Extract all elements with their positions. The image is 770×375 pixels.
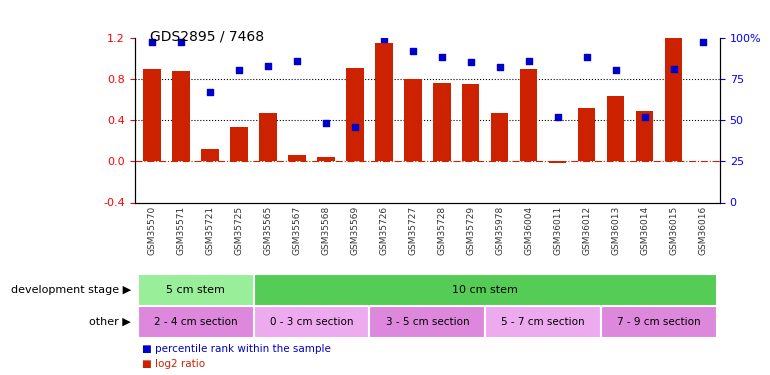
Point xyxy=(464,59,477,65)
Text: GSM35725: GSM35725 xyxy=(235,206,243,255)
Text: GSM35567: GSM35567 xyxy=(293,206,302,255)
Text: development stage ▶: development stage ▶ xyxy=(11,285,131,295)
Point xyxy=(291,58,303,64)
Point xyxy=(175,39,187,45)
Bar xyxy=(434,83,450,161)
Point xyxy=(638,114,651,120)
Text: GSM36014: GSM36014 xyxy=(640,206,649,255)
Text: GSM35727: GSM35727 xyxy=(408,206,417,255)
Bar xyxy=(370,306,485,338)
Text: GSM35726: GSM35726 xyxy=(380,206,388,255)
Text: GSM35729: GSM35729 xyxy=(467,206,475,255)
Point xyxy=(204,89,216,95)
Text: 3 - 5 cm section: 3 - 5 cm section xyxy=(386,316,469,327)
Bar xyxy=(230,127,248,161)
Text: GSM36013: GSM36013 xyxy=(611,206,620,255)
Bar xyxy=(462,84,480,161)
Bar xyxy=(491,113,508,161)
Bar xyxy=(202,149,219,161)
Text: GSM35568: GSM35568 xyxy=(321,206,330,255)
Text: GSM35721: GSM35721 xyxy=(206,206,215,255)
Text: 2 - 4 cm section: 2 - 4 cm section xyxy=(154,316,237,327)
Text: ■ log2 ratio: ■ log2 ratio xyxy=(142,359,206,369)
Bar xyxy=(607,96,624,161)
Bar xyxy=(172,70,189,161)
Bar xyxy=(143,69,161,161)
Text: ■ percentile rank within the sample: ■ percentile rank within the sample xyxy=(142,344,331,354)
Text: GSM36016: GSM36016 xyxy=(698,206,707,255)
Text: 5 - 7 cm section: 5 - 7 cm section xyxy=(501,316,585,327)
Text: GSM35728: GSM35728 xyxy=(437,206,447,255)
Point xyxy=(436,54,448,60)
Point xyxy=(551,114,564,120)
Text: GSM36004: GSM36004 xyxy=(524,206,534,255)
Bar xyxy=(317,157,335,161)
Point xyxy=(320,120,332,126)
Bar xyxy=(485,306,601,338)
Bar xyxy=(346,68,363,161)
Bar xyxy=(520,69,537,161)
Bar xyxy=(375,43,393,161)
Text: GSM36015: GSM36015 xyxy=(669,206,678,255)
Bar xyxy=(549,161,567,164)
Point xyxy=(262,63,274,69)
Bar xyxy=(138,274,253,306)
Text: GSM35978: GSM35978 xyxy=(495,206,504,255)
Point xyxy=(581,54,593,60)
Text: 5 cm stem: 5 cm stem xyxy=(166,285,225,295)
Point xyxy=(349,124,361,130)
Point xyxy=(523,58,535,64)
Bar xyxy=(578,108,595,161)
Text: GSM36011: GSM36011 xyxy=(553,206,562,255)
Point xyxy=(610,68,622,74)
Bar xyxy=(665,38,682,161)
Point xyxy=(146,39,159,45)
Text: GDS2895 / 7468: GDS2895 / 7468 xyxy=(150,30,264,44)
Point xyxy=(668,66,680,72)
Text: GSM35570: GSM35570 xyxy=(148,206,156,255)
Point xyxy=(378,36,390,42)
Point xyxy=(233,68,245,74)
Text: GSM35571: GSM35571 xyxy=(176,206,186,255)
Text: 7 - 9 cm section: 7 - 9 cm section xyxy=(618,316,701,327)
Text: GSM36012: GSM36012 xyxy=(582,206,591,255)
Text: other ▶: other ▶ xyxy=(89,316,131,327)
Bar xyxy=(253,306,370,338)
Point xyxy=(494,64,506,70)
Bar xyxy=(288,155,306,161)
Bar xyxy=(259,113,276,161)
Bar xyxy=(601,306,717,338)
Bar xyxy=(636,111,653,161)
Text: GSM35569: GSM35569 xyxy=(350,206,360,255)
Text: GSM35565: GSM35565 xyxy=(263,206,273,255)
Text: 10 cm stem: 10 cm stem xyxy=(452,285,518,295)
Bar xyxy=(138,306,253,338)
Bar xyxy=(404,79,421,161)
Point xyxy=(696,39,708,45)
Bar xyxy=(253,274,717,306)
Point xyxy=(407,48,419,54)
Text: 0 - 3 cm section: 0 - 3 cm section xyxy=(270,316,353,327)
